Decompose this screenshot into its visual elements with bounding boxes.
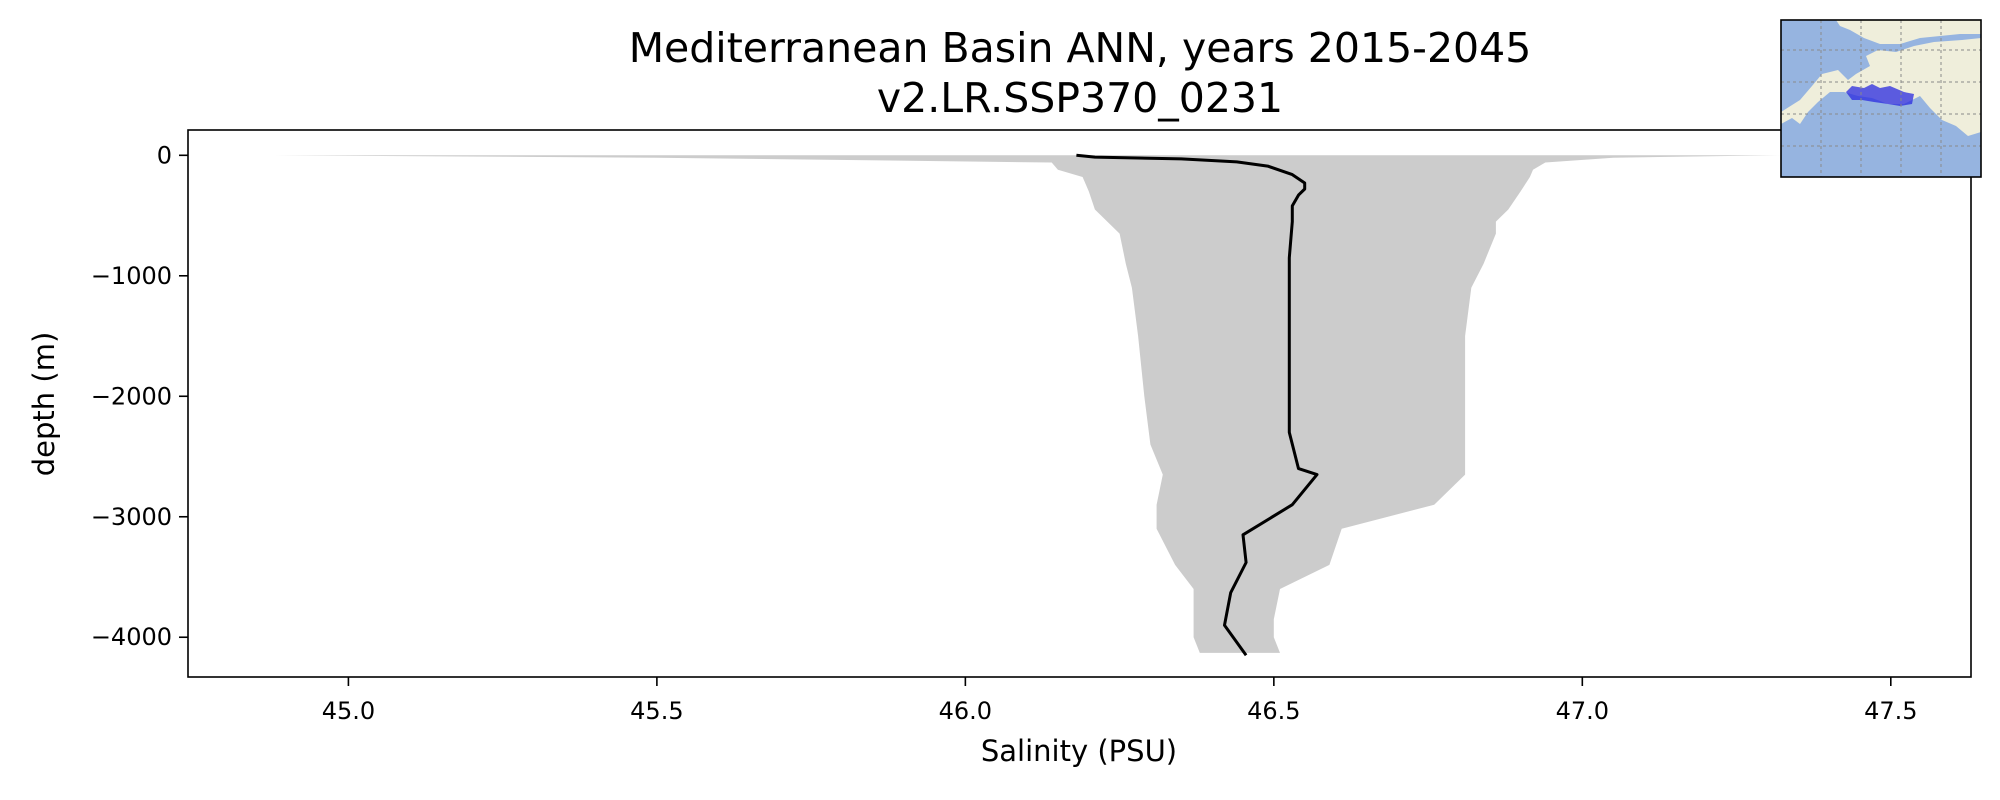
chart-title: Mediterranean Basin ANN, years 2015-2045 (628, 24, 1532, 72)
chart-subtitle: v2.LR.SSP370_0231 (876, 74, 1284, 122)
x-axis: 45.0 45.5 46.0 46.5 47.0 47.5 (322, 677, 1918, 725)
y-axis: 0 −1000 −2000 −3000 −4000 (91, 141, 188, 651)
inset-gridlines (1781, 20, 1981, 177)
y-tick-label: −1000 (91, 262, 172, 290)
inset-highlight-region (1846, 84, 1914, 106)
inset-frame (1780, 19, 1982, 178)
x-tick-label: 47.5 (1864, 697, 1917, 725)
plot-clip-wrapper (274, 153, 1780, 657)
plot-background (188, 130, 1971, 677)
inset-land-north (1836, 20, 1981, 44)
range-band (274, 155, 1780, 653)
x-tick-label: 46.5 (1247, 697, 1300, 725)
y-tick-label: 0 (157, 141, 172, 169)
inset-land (1781, 38, 1981, 136)
mean-profile-line (1076, 153, 1319, 657)
y-tick-label: −4000 (91, 623, 172, 651)
plot-frame (187, 129, 1972, 678)
x-tick-label: 47.0 (1556, 697, 1609, 725)
x-tick-label: 46.0 (939, 697, 992, 725)
x-tick-label: 45.0 (322, 697, 375, 725)
region-inset-map (1780, 19, 1982, 178)
y-tick-label: −3000 (91, 503, 172, 531)
x-axis-label: Salinity (PSU) (981, 734, 1177, 768)
y-tick-label: −2000 (91, 382, 172, 410)
plot-content (187, 129, 1972, 678)
x-tick-label: 45.5 (630, 697, 683, 725)
y-axis-label: depth (m) (27, 332, 61, 477)
